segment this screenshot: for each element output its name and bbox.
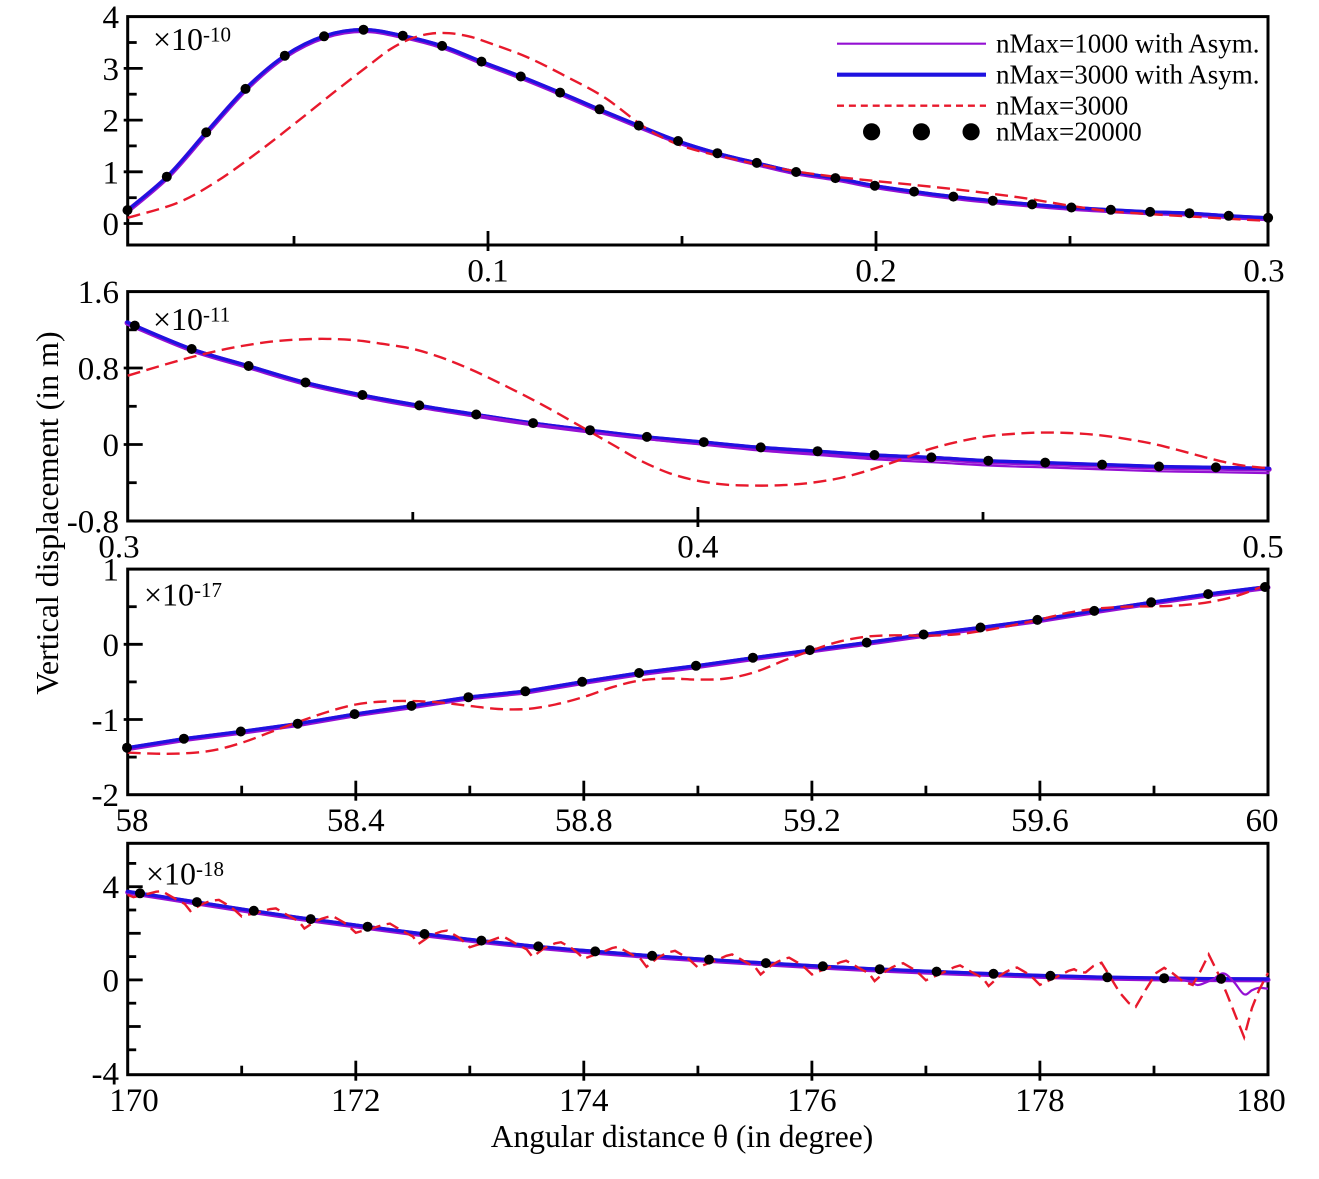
svg-text:2: 2: [103, 104, 120, 140]
svg-text:0.5: 0.5: [1242, 530, 1283, 566]
svg-text:178: 178: [1015, 1083, 1065, 1119]
svg-text:-4: -4: [92, 1057, 120, 1093]
svg-text:4: 4: [103, 870, 120, 906]
svg-text:0.3: 0.3: [98, 530, 139, 566]
svg-text:1: 1: [103, 155, 120, 191]
svg-text:0.1: 0.1: [467, 254, 508, 290]
svg-text:0.3: 0.3: [1243, 254, 1284, 290]
svg-text:60: 60: [1246, 803, 1279, 839]
svg-text:nMax=3000 with Asym.: nMax=3000 with Asym.: [996, 60, 1260, 90]
svg-text:nMax=20000: nMax=20000: [996, 117, 1142, 147]
svg-text:58: 58: [116, 803, 149, 839]
svg-text:170: 170: [109, 1083, 159, 1119]
svg-text:0: 0: [103, 963, 120, 999]
svg-text:180: 180: [1236, 1083, 1286, 1119]
svg-text:Angular distance θ (in degree): Angular distance θ (in degree): [491, 1119, 873, 1154]
svg-text:59.6: 59.6: [1011, 803, 1069, 839]
svg-text:0: 0: [103, 628, 120, 664]
svg-text:58.4: 58.4: [327, 803, 385, 839]
svg-text:176: 176: [787, 1083, 837, 1119]
svg-text:1: 1: [103, 553, 120, 589]
svg-text:1.6: 1.6: [78, 275, 119, 311]
svg-text:0.8: 0.8: [78, 352, 119, 388]
svg-text:×10-17: ×10-17: [144, 577, 222, 613]
svg-text:nMax=1000 with Asym.: nMax=1000 with Asym.: [996, 29, 1260, 59]
svg-text:58.8: 58.8: [555, 803, 613, 839]
svg-text:0.2: 0.2: [855, 254, 896, 290]
svg-text:4: 4: [103, 0, 120, 36]
svg-text:-2: -2: [92, 778, 120, 814]
svg-text:-0.8: -0.8: [67, 505, 119, 541]
svg-text:nMax=3000: nMax=3000: [996, 91, 1128, 121]
svg-text:Vertical displacement (in m): Vertical displacement (in m): [29, 331, 65, 694]
svg-text:0: 0: [103, 207, 120, 243]
svg-text:0: 0: [103, 428, 120, 464]
svg-text:×10-11: ×10-11: [153, 301, 230, 337]
svg-text:59.2: 59.2: [783, 803, 841, 839]
svg-text:×10-18: ×10-18: [146, 855, 224, 891]
svg-text:174: 174: [559, 1083, 609, 1119]
svg-text:0.4: 0.4: [677, 530, 718, 566]
svg-text:-1: -1: [92, 703, 120, 739]
svg-text:3: 3: [103, 52, 120, 88]
svg-text:172: 172: [331, 1083, 381, 1119]
